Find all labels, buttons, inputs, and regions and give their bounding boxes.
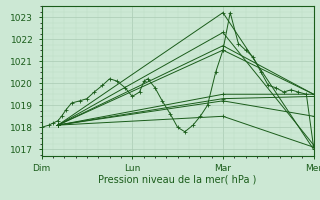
X-axis label: Pression niveau de la mer( hPa ): Pression niveau de la mer( hPa ): [99, 175, 257, 185]
